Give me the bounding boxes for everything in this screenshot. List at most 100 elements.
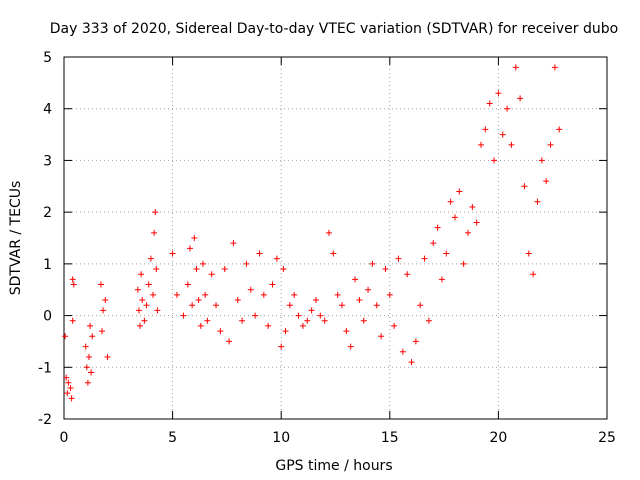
data-point <box>137 322 144 329</box>
data-point <box>82 343 89 350</box>
data-point <box>67 384 74 391</box>
data-point <box>186 245 193 252</box>
data-point <box>102 297 109 304</box>
data-point <box>434 224 441 231</box>
data-point <box>252 312 259 319</box>
data-point <box>417 302 424 309</box>
data-point <box>152 209 159 216</box>
data-point <box>62 333 69 340</box>
data-point <box>469 203 476 210</box>
data-points <box>62 64 563 402</box>
data-point <box>138 271 145 278</box>
data-point <box>391 322 398 329</box>
data-point <box>451 214 458 221</box>
data-point <box>141 317 148 324</box>
data-point <box>304 317 311 324</box>
data-point <box>386 291 393 298</box>
data-point <box>360 317 367 324</box>
data-point <box>321 317 328 324</box>
data-point <box>63 374 70 381</box>
data-point <box>486 100 493 107</box>
data-point <box>184 281 191 288</box>
data-point <box>85 353 92 360</box>
data-point <box>150 291 157 298</box>
data-point <box>404 271 411 278</box>
data-point <box>295 312 302 319</box>
y-tick-label: 0 <box>43 309 52 325</box>
data-point <box>365 286 372 293</box>
data-point <box>153 266 160 273</box>
data-point <box>64 390 71 397</box>
data-point <box>213 302 220 309</box>
data-point <box>239 317 246 324</box>
y-tick-label: -1 <box>38 360 52 376</box>
y-axis-ticks: -2 -1 0 1 2 3 4 5 <box>38 50 607 428</box>
data-point <box>430 240 437 247</box>
data-point <box>369 260 376 267</box>
y-tick-label: 1 <box>43 257 52 273</box>
data-point <box>521 183 528 190</box>
data-point <box>226 338 233 345</box>
data-point <box>399 348 406 355</box>
data-point <box>145 281 152 288</box>
data-point <box>134 286 141 293</box>
data-point <box>291 291 298 298</box>
data-point <box>412 338 419 345</box>
data-point <box>373 302 380 309</box>
plot-frame <box>63 56 608 420</box>
data-point <box>83 364 90 371</box>
data-point <box>191 235 198 241</box>
data-point <box>217 328 224 335</box>
data-point <box>443 250 450 257</box>
data-point <box>408 359 415 366</box>
data-point <box>154 307 161 314</box>
data-point <box>269 281 276 288</box>
data-point <box>234 297 241 304</box>
data-point <box>139 297 146 304</box>
data-point <box>530 271 537 278</box>
data-point <box>334 291 341 298</box>
data-point <box>265 322 272 329</box>
data-point <box>504 105 511 112</box>
data-point <box>70 281 77 288</box>
data-point <box>395 255 402 262</box>
data-point <box>180 312 187 319</box>
data-point <box>299 322 306 329</box>
data-point <box>317 312 324 319</box>
data-point <box>425 317 432 324</box>
data-point <box>135 307 142 314</box>
data-point <box>286 302 293 309</box>
x-tick-label: 25 <box>598 430 616 446</box>
data-point <box>193 266 200 273</box>
data-point <box>243 260 250 267</box>
data-point <box>169 250 176 257</box>
grid-lines <box>64 57 607 419</box>
data-point <box>99 328 106 335</box>
data-point <box>464 229 471 236</box>
data-point <box>325 229 332 236</box>
data-point <box>352 276 359 283</box>
data-point <box>517 95 524 102</box>
data-point <box>89 333 96 340</box>
data-point <box>68 395 75 402</box>
data-point <box>100 307 107 314</box>
data-point <box>200 260 207 267</box>
data-point <box>343 328 350 335</box>
data-point <box>147 255 154 262</box>
data-point <box>495 90 502 97</box>
data-point <box>508 141 515 148</box>
data-point <box>525 250 532 257</box>
data-point <box>482 126 489 133</box>
data-point <box>382 266 389 273</box>
data-point <box>312 297 319 304</box>
data-point <box>438 276 445 283</box>
data-point <box>97 281 104 288</box>
data-point <box>151 229 158 236</box>
data-point <box>378 333 385 340</box>
data-point <box>512 64 519 71</box>
data-point <box>534 198 541 205</box>
y-tick-label: 3 <box>43 153 52 169</box>
data-point <box>547 141 554 148</box>
data-point <box>347 343 354 350</box>
